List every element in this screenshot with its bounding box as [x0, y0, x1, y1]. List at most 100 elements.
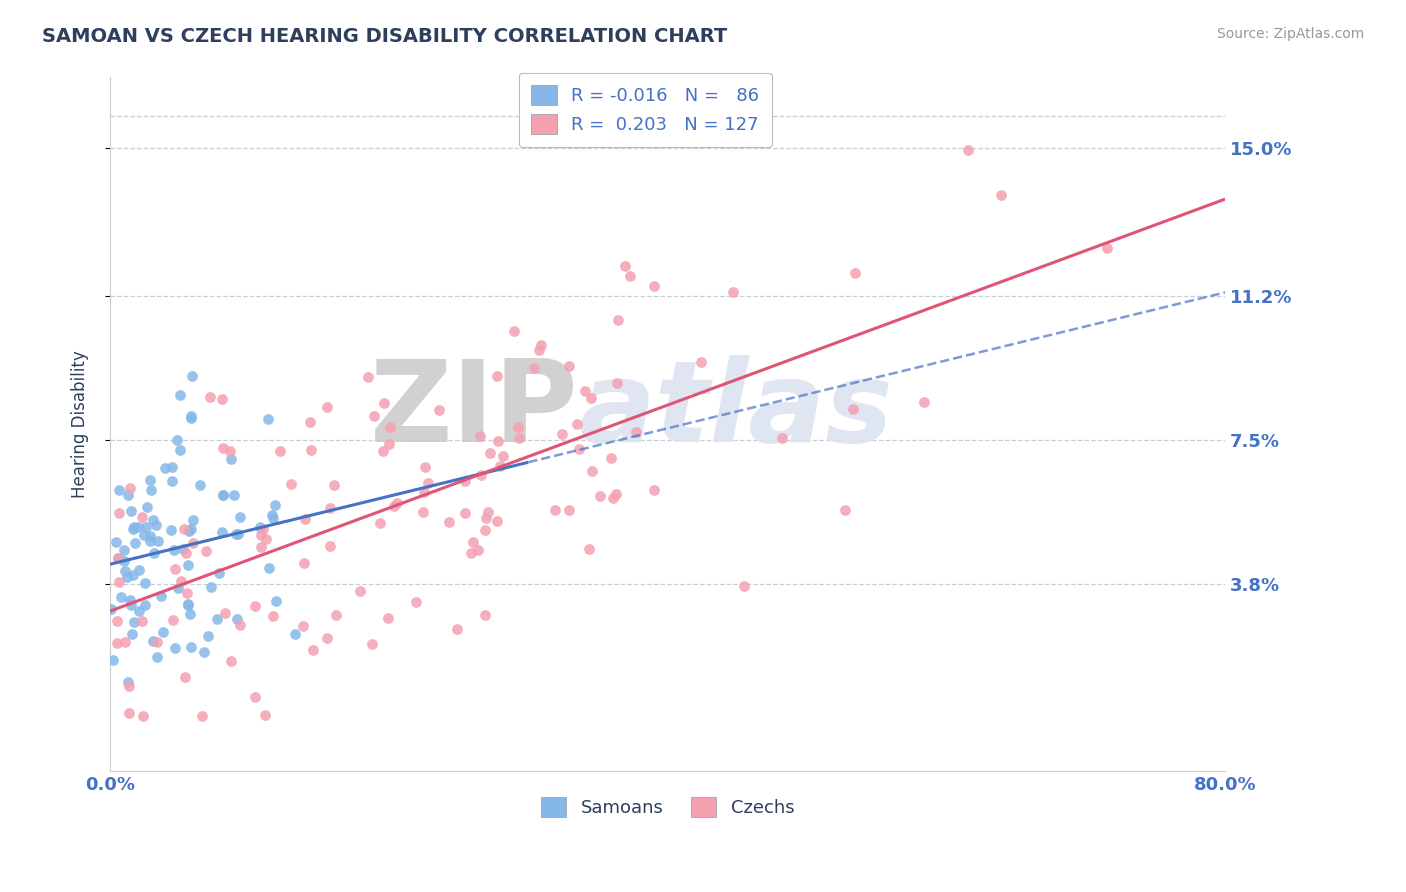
Point [181, 536, 204, 550]
Point [643, 483, 665, 497]
Point [544, 502, 567, 516]
Point [152, 624, 174, 639]
Point [463, 535, 485, 549]
Point [475, 511, 498, 525]
Point [149, 589, 172, 603]
Point [153, 461, 176, 475]
Point [599, 450, 621, 465]
Point [474, 523, 496, 537]
Point [128, 604, 150, 618]
Point [257, 412, 280, 426]
Point [492, 449, 515, 463]
Point [551, 426, 574, 441]
Point [250, 540, 273, 554]
Point [382, 499, 405, 513]
Point [146, 534, 169, 549]
Point [690, 355, 713, 369]
Point [193, 645, 215, 659]
Point [180, 522, 202, 536]
Point [302, 642, 325, 657]
Point [602, 491, 624, 506]
Point [605, 487, 627, 501]
Point [357, 370, 380, 384]
Text: SAMOAN VS CZECH HEARING DISABILITY CORRELATION CHART: SAMOAN VS CZECH HEARING DISABILITY CORRE… [42, 27, 727, 45]
Point [105, 636, 128, 650]
Point [578, 542, 600, 557]
Point [134, 599, 156, 613]
Point [107, 551, 129, 566]
Point [834, 502, 856, 516]
Point [139, 483, 162, 498]
Point [212, 488, 235, 502]
Point [121, 627, 143, 641]
Point [474, 607, 496, 622]
Point [252, 522, 274, 536]
Point [606, 376, 628, 390]
Point [454, 506, 477, 520]
Point [131, 614, 153, 628]
Point [134, 519, 156, 533]
Point [589, 489, 612, 503]
Point [413, 485, 436, 500]
Point [122, 615, 145, 629]
Point [413, 460, 436, 475]
Point [489, 459, 512, 474]
Y-axis label: Hearing Disability: Hearing Disability [72, 351, 89, 498]
Point [219, 451, 242, 466]
Point [485, 514, 508, 528]
Point [568, 442, 591, 456]
Point [108, 506, 131, 520]
Point [170, 574, 193, 588]
Point [373, 396, 395, 410]
Point [479, 446, 502, 460]
Point [245, 599, 267, 614]
Point [280, 477, 302, 491]
Point [990, 187, 1012, 202]
Point [117, 679, 139, 693]
Point [454, 474, 477, 488]
Point [530, 338, 553, 352]
Point [197, 629, 219, 643]
Point [118, 482, 141, 496]
Point [377, 610, 399, 624]
Point [264, 593, 287, 607]
Point [315, 632, 337, 646]
Text: Source: ZipAtlas.com: Source: ZipAtlas.com [1216, 27, 1364, 41]
Point [221, 654, 243, 668]
Point [138, 473, 160, 487]
Point [134, 576, 156, 591]
Point [104, 535, 127, 549]
Point [114, 564, 136, 578]
Point [145, 635, 167, 649]
Point [176, 558, 198, 573]
Point [200, 580, 222, 594]
Point [319, 500, 342, 515]
Point [460, 546, 482, 560]
Point [299, 443, 322, 458]
Point [166, 582, 188, 596]
Point [107, 551, 129, 566]
Point [118, 593, 141, 607]
Point [146, 649, 169, 664]
Point [207, 612, 229, 626]
Point [228, 510, 250, 524]
Point [120, 504, 142, 518]
Text: atlas: atlas [578, 355, 893, 466]
Point [177, 599, 200, 613]
Point [112, 542, 135, 557]
Point [162, 543, 184, 558]
Point [378, 436, 401, 450]
Point [1095, 242, 1118, 256]
Point [416, 475, 439, 490]
Point [770, 431, 793, 445]
Point [226, 527, 249, 541]
Point [368, 516, 391, 531]
Point [502, 324, 524, 338]
Point [138, 534, 160, 549]
Point [565, 417, 588, 431]
Point [427, 403, 450, 417]
Point [118, 706, 141, 720]
Point [319, 539, 342, 553]
Point [574, 384, 596, 398]
Point [180, 409, 202, 423]
